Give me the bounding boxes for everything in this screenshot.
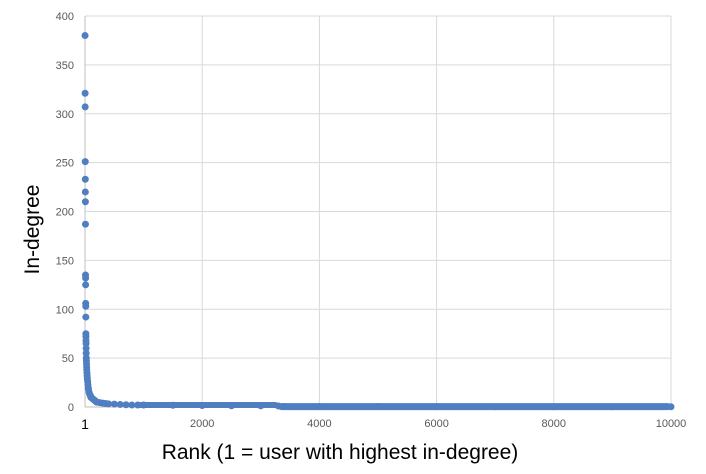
data-point: [491, 403, 499, 411]
y-tick-label: 100: [56, 304, 74, 316]
data-point: [122, 401, 130, 409]
data-point: [81, 220, 89, 228]
x-tick-label: 2000: [190, 418, 214, 430]
data-point: [550, 403, 558, 411]
x-axis-title: Rank (1 = user with highest in-degree): [162, 441, 519, 464]
y-tick-label: 250: [56, 158, 74, 170]
data-point: [82, 313, 90, 321]
data-point: [116, 400, 124, 408]
data-point: [140, 401, 148, 409]
data-point: [81, 188, 89, 196]
y-tick-labels: 0 50 100 150 200 250 300 350 400: [56, 11, 74, 414]
x-tick-label: 4000: [307, 418, 331, 430]
data-point: [82, 302, 90, 310]
data-point: [667, 403, 675, 411]
data-point: [104, 400, 112, 408]
data-point: [82, 281, 90, 289]
y-tick-label: 350: [56, 60, 74, 72]
data-point: [81, 198, 89, 206]
data-point: [274, 402, 282, 410]
data-point: [128, 401, 136, 409]
gridlines: [85, 15, 672, 407]
data-point: [257, 402, 265, 410]
data-points: [81, 32, 675, 411]
data-point: [82, 339, 90, 347]
data-point: [374, 403, 382, 411]
data-point: [82, 349, 90, 357]
dense-tail-band-upper: [137, 402, 279, 409]
data-point: [82, 274, 90, 282]
y-tick-label: 400: [56, 11, 74, 23]
data-point: [228, 402, 235, 410]
data-point: [81, 158, 89, 166]
data-point: [169, 401, 177, 409]
data-point: [82, 344, 90, 352]
data-point: [81, 89, 89, 97]
y-axis-title: In-degree: [21, 185, 44, 275]
data-point: [110, 400, 118, 408]
data-point: [433, 403, 441, 411]
data-point: [280, 403, 288, 411]
y-tick-label: 150: [56, 255, 74, 267]
data-point: [315, 403, 323, 411]
data-point: [81, 103, 89, 111]
x-origin-label: 1: [81, 416, 89, 432]
x-tick-label: 6000: [424, 418, 448, 430]
data-point: [134, 401, 142, 409]
y-tick-label: 300: [56, 109, 74, 121]
x-tick-label: 10000: [656, 418, 687, 430]
data-point: [608, 403, 616, 411]
data-point: [198, 402, 206, 410]
data-point: [81, 32, 89, 40]
data-point: [81, 175, 89, 183]
y-tick-label: 50: [62, 353, 74, 365]
y-tick-label: 0: [68, 402, 74, 414]
y-tick-label: 200: [56, 207, 74, 219]
x-tick-labels: 2000 4000 6000 8000 10000 1: [81, 416, 686, 432]
x-tick-label: 8000: [542, 418, 566, 430]
